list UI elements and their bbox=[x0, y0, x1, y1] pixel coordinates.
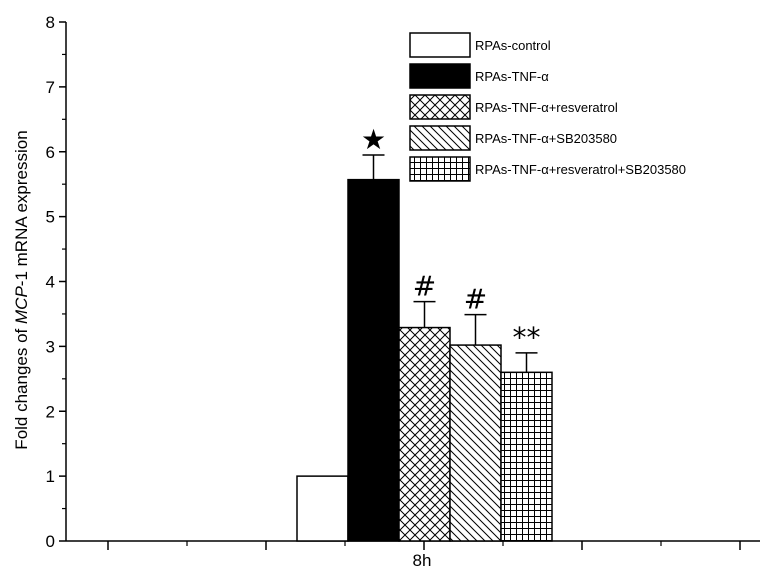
legend-label: RPAs-TNF-α bbox=[475, 69, 549, 84]
bar bbox=[398, 326, 451, 542]
y-tick-label: 0 bbox=[46, 532, 55, 551]
significance-label: ** bbox=[513, 321, 541, 354]
legend-label: RPAs-TNF-α+resveratrol+SB203580 bbox=[475, 162, 686, 177]
x-axis-label: 8h bbox=[413, 551, 432, 570]
y-tick-label: 3 bbox=[46, 337, 55, 356]
legend: RPAs-control RPAs-TNF-α RPAs-TNF-α+resvera… bbox=[409, 32, 686, 182]
legend-swatch bbox=[409, 94, 471, 120]
bar bbox=[296, 475, 349, 542]
y-tick-label: 8 bbox=[46, 13, 55, 32]
svg-text:Fold changes of MCP-1 mRNA exp: Fold changes of MCP-1 mRNA expression bbox=[12, 130, 31, 449]
legend-label: RPAs-control bbox=[475, 38, 551, 53]
significance-label: # bbox=[464, 283, 487, 316]
legend-swatch bbox=[409, 63, 471, 89]
legend-label: RPAs-TNF-α+resveratrol bbox=[475, 100, 618, 115]
legend-swatch bbox=[409, 32, 471, 58]
y-tick-label: 6 bbox=[46, 143, 55, 162]
y-axis-title: Fold changes of MCP-1 mRNA expression bbox=[12, 130, 31, 449]
bar bbox=[500, 371, 553, 542]
legend-label: RPAs-TNF-α+SB203580 bbox=[475, 131, 617, 146]
significance-label: # bbox=[413, 270, 436, 303]
y-tick-label: 5 bbox=[46, 208, 55, 227]
legend-swatch bbox=[409, 125, 471, 151]
bar bbox=[347, 178, 400, 542]
plot-area: 0 1 2 3 4 5 6 7 8 ★ # # ** bbox=[46, 13, 760, 551]
y-axis-title-part-1: Fold changes of bbox=[12, 324, 31, 450]
bar bbox=[449, 344, 502, 542]
y-axis-title-gene: MCP bbox=[12, 286, 31, 324]
y-tick-label: 4 bbox=[46, 273, 55, 292]
y-axis-title-part-2: -1 mRNA expression bbox=[12, 130, 31, 286]
y-tick-label: 1 bbox=[46, 467, 55, 486]
y-tick-label: 2 bbox=[46, 402, 55, 421]
legend-swatch bbox=[409, 156, 471, 182]
y-tick-label: 7 bbox=[46, 78, 55, 97]
significance-label: ★ bbox=[361, 123, 386, 156]
